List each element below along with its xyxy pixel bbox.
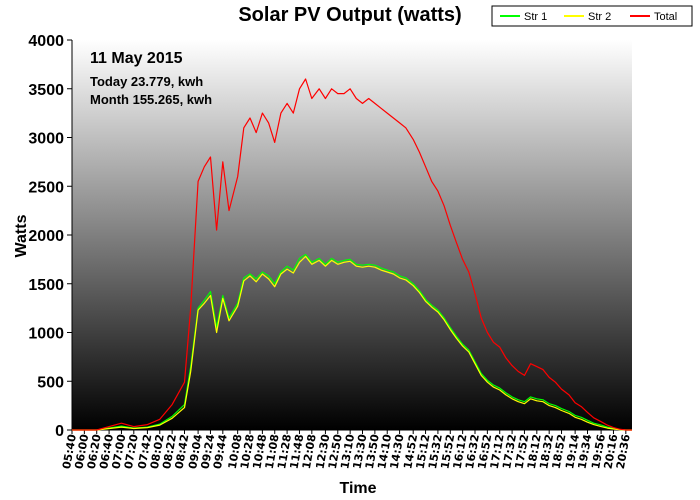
x-tick-label: 18:52 xyxy=(550,433,569,470)
x-tick-label: 18:12 xyxy=(525,433,544,470)
x-tick-label: 12:08 xyxy=(300,433,319,470)
y-tick-label: 500 xyxy=(37,374,64,391)
x-tick-label: 16:32 xyxy=(463,433,482,470)
plot-area xyxy=(72,40,632,430)
today-annotation: Today 23.779, kwh xyxy=(90,74,203,89)
x-tick-label: 17:12 xyxy=(488,433,507,470)
y-tick-label: 2500 xyxy=(28,179,64,196)
x-tick-label: 19:56 xyxy=(589,433,608,470)
legend-label-str-1: Str 1 xyxy=(524,11,547,23)
x-tick-label: 14:52 xyxy=(401,433,420,470)
x-tick-label: 16:12 xyxy=(451,433,470,470)
x-tick-label: 15:12 xyxy=(414,433,433,470)
series-line-str-2 xyxy=(72,255,632,431)
y-tick-label: 2000 xyxy=(28,228,64,245)
x-tick-label: 05:40 xyxy=(60,433,79,470)
x-tick-label: 11:28 xyxy=(275,433,294,470)
x-tick-label: 13:10 xyxy=(338,433,357,470)
y-tick-label: 3500 xyxy=(28,82,64,99)
x-tick-label: 17:52 xyxy=(513,433,532,470)
x-tick-label: 10:48 xyxy=(250,433,269,470)
x-tick-label: 07:20 xyxy=(122,433,141,470)
y-tick-label: 4000 xyxy=(28,33,64,50)
x-tick-label: 09:44 xyxy=(211,433,230,470)
x-axis-ticks: 05:4006:0006:2006:4007:0007:2007:4208:02… xyxy=(60,430,633,470)
x-tick-label: 17:32 xyxy=(500,433,519,470)
series-layer xyxy=(72,78,632,431)
x-tick-label: 12:30 xyxy=(313,433,332,470)
x-tick-label: 06:40 xyxy=(97,433,116,470)
x-tick-label: 09:24 xyxy=(199,433,218,470)
legend-label-str-2: Str 2 xyxy=(588,11,611,23)
y-tick-label: 0 xyxy=(55,423,64,440)
x-tick-label: 13:50 xyxy=(363,433,382,470)
chart-title: Solar PV Output (watts) xyxy=(238,4,461,26)
x-tick-label: 07:00 xyxy=(110,433,129,470)
x-tick-label: 15:32 xyxy=(426,433,445,470)
x-tick-label: 11:48 xyxy=(288,433,307,470)
x-tick-label: 08:22 xyxy=(160,433,179,470)
legend-label-total: Total xyxy=(654,11,677,23)
legend: Str 1 Str 2 Total xyxy=(491,5,693,27)
x-tick-label: 19:34 xyxy=(576,433,595,470)
x-tick-label: 20:16 xyxy=(602,433,621,470)
x-tick-label: 09:04 xyxy=(186,433,205,470)
x-tick-label: 19:14 xyxy=(563,433,582,470)
x-tick-label: 18:32 xyxy=(537,433,556,470)
x-tick-label: 13:30 xyxy=(351,433,370,470)
y-axis-label: Watts xyxy=(13,214,30,257)
x-tick-label: 14:10 xyxy=(375,433,394,470)
month-annotation: Month 155.265, kwh xyxy=(90,92,212,107)
series-line-str-1 xyxy=(72,253,632,431)
x-tick-label: 10:28 xyxy=(238,433,257,470)
x-tick-label: 16:52 xyxy=(475,433,494,470)
x-tick-label: 06:20 xyxy=(85,433,104,470)
x-tick-label: 11:08 xyxy=(263,433,282,470)
x-tick-label: 10:08 xyxy=(226,433,245,470)
y-axis-ticks: 0 500 1000 1500 2000 2500 3000 3500 4000 xyxy=(28,33,72,440)
x-tick-label: 08:02 xyxy=(148,433,167,470)
legend-box xyxy=(491,5,693,27)
x-tick-label: 07:42 xyxy=(135,433,154,470)
y-tick-label: 1000 xyxy=(28,326,64,343)
x-tick-label: 14:30 xyxy=(388,433,407,470)
date-annotation: 11 May 2015 xyxy=(90,50,183,67)
x-tick-label: 20:36 xyxy=(614,433,633,470)
series-line-total xyxy=(72,78,632,431)
x-tick-label: 08:42 xyxy=(173,433,192,470)
x-tick-label: 15:52 xyxy=(438,433,457,470)
y-tick-label: 3000 xyxy=(28,131,64,148)
x-tick-label: 12:50 xyxy=(326,433,345,470)
x-axis-label: Time xyxy=(339,480,376,497)
x-tick-label: 06:00 xyxy=(72,433,91,470)
y-tick-label: 1500 xyxy=(28,277,64,294)
